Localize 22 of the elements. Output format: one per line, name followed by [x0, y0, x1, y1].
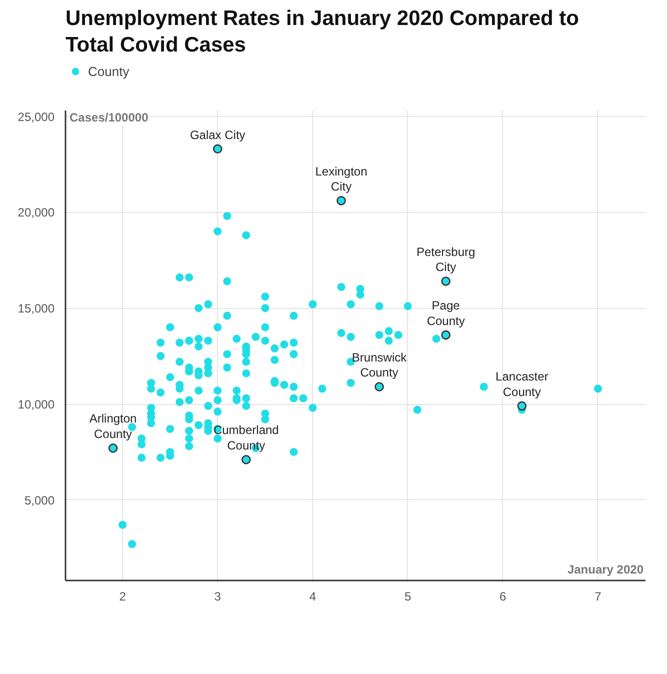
y-tick-label: 15,000 [18, 302, 55, 316]
annotation: Petersburg City [416, 244, 476, 274]
annotation: Lexington City [315, 164, 368, 194]
y-tick-label: 5,000 [24, 493, 55, 508]
x-tick-label: 2 [119, 590, 126, 604]
y-tick-label: 10,000 [18, 398, 55, 412]
annotation: Galax City [190, 128, 246, 142]
x-tick-label: 3 [214, 590, 222, 604]
y-tick-label: 25,000 [18, 110, 55, 124]
chart-title: Unemployment Rates in January 2020 Compared to Total Covid Cases [66, 7, 579, 56]
annotation: Arlington County [89, 412, 137, 442]
annotation: Page County [426, 298, 465, 328]
legend-label: County [88, 64, 130, 78]
annotation: Brunswick County [352, 350, 408, 380]
y-tick-label: 20,000 [18, 206, 55, 220]
annotation: Lancaster County [496, 370, 548, 399]
y-axis-title: Cases/100000 [70, 110, 149, 124]
x-tick-label: 5 [404, 590, 412, 604]
x-tick-label: 7 [594, 590, 602, 604]
x-tick-label: 4 [309, 590, 316, 604]
x-tick-label: 6 [500, 590, 507, 604]
x-axis-title: January 2020 [567, 562, 644, 576]
